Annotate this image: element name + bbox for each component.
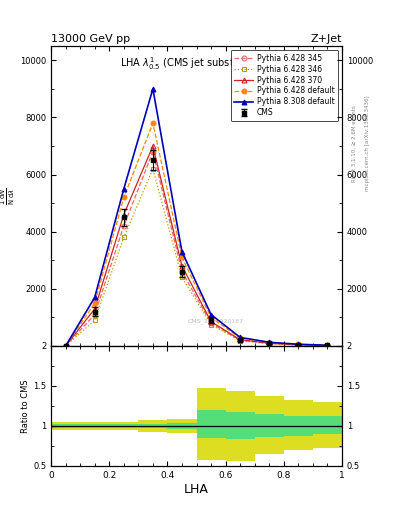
Pythia 6.428 345 (238, 337, 242, 344)
Pythia 6.428 346 (267, 340, 272, 347)
Pythia 6.428 370 (151, 143, 155, 149)
Pythia 6.428 370 (180, 263, 184, 269)
Pythia 6.428 370 (267, 340, 272, 346)
Pythia 6.428 370 (238, 336, 242, 343)
Pythia 8.308 default (92, 294, 97, 301)
Line: Pythia 6.428 345: Pythia 6.428 345 (63, 150, 330, 348)
Pythia 6.428 default (209, 314, 213, 321)
Pythia 6.428 346 (296, 342, 301, 348)
Text: 13000 GeV pp: 13000 GeV pp (51, 34, 130, 44)
Text: Rivet 3.1.10, ≥ 2.6M events: Rivet 3.1.10, ≥ 2.6M events (352, 105, 357, 182)
Pythia 8.308 default (325, 342, 330, 348)
Pythia 6.428 345 (325, 343, 330, 349)
Pythia 8.308 default (180, 249, 184, 255)
Pythia 6.428 345 (151, 148, 155, 155)
Pythia 6.428 default (63, 343, 68, 349)
Pythia 6.428 default (121, 195, 126, 201)
Pythia 6.428 default (151, 120, 155, 126)
Pythia 6.428 default (92, 300, 97, 306)
Pythia 6.428 346 (63, 343, 68, 349)
Pythia 6.428 370 (121, 211, 126, 218)
Pythia 6.428 370 (63, 343, 68, 349)
Pythia 6.428 370 (209, 318, 213, 325)
Pythia 6.428 370 (92, 306, 97, 312)
Pythia 6.428 345 (180, 269, 184, 275)
Line: Pythia 6.428 370: Pythia 6.428 370 (63, 143, 330, 348)
Pythia 8.308 default (121, 186, 126, 192)
Pythia 6.428 346 (151, 166, 155, 172)
Pythia 6.428 default (238, 335, 242, 341)
Pythia 6.428 default (267, 339, 272, 346)
Text: Z+Jet: Z+Jet (310, 34, 342, 44)
Pythia 6.428 default (325, 342, 330, 348)
Pythia 8.308 default (209, 311, 213, 317)
Pythia 6.428 345 (209, 320, 213, 326)
Pythia 6.428 default (180, 254, 184, 261)
Line: Pythia 6.428 default: Pythia 6.428 default (63, 121, 330, 348)
Line: Pythia 6.428 346: Pythia 6.428 346 (63, 166, 330, 348)
Text: LHA $\lambda^{1}_{0.5}$ (CMS jet substructure): LHA $\lambda^{1}_{0.5}$ (CMS jet substru… (120, 55, 273, 72)
Pythia 8.308 default (267, 339, 272, 345)
Pythia 6.428 346 (121, 234, 126, 241)
Pythia 8.308 default (63, 343, 68, 349)
Text: CMS_2021920187: CMS_2021920187 (188, 318, 244, 324)
Pythia 6.428 370 (296, 342, 301, 348)
Pythia 6.428 345 (121, 223, 126, 229)
Pythia 6.428 346 (180, 274, 184, 281)
Pythia 8.308 default (238, 334, 242, 340)
Pythia 6.428 346 (238, 338, 242, 344)
Pythia 6.428 345 (267, 340, 272, 347)
Pythia 6.428 345 (92, 311, 97, 317)
Pythia 6.428 346 (209, 322, 213, 328)
Pythia 6.428 345 (63, 343, 68, 349)
Text: mcplots.cern.ch [arXiv:1306.3436]: mcplots.cern.ch [arXiv:1306.3436] (365, 96, 371, 191)
Pythia 6.428 346 (325, 343, 330, 349)
Pythia 8.308 default (151, 86, 155, 92)
Pythia 8.308 default (296, 341, 301, 347)
Pythia 6.428 346 (92, 317, 97, 324)
Pythia 6.428 370 (325, 343, 330, 349)
Pythia 6.428 345 (296, 342, 301, 348)
Pythia 6.428 default (296, 342, 301, 348)
Y-axis label: Ratio to CMS: Ratio to CMS (21, 379, 30, 433)
Line: Pythia 8.308 default: Pythia 8.308 default (63, 87, 330, 348)
Legend: Pythia 6.428 345, Pythia 6.428 346, Pythia 6.428 370, Pythia 6.428 default, Pyth: Pythia 6.428 345, Pythia 6.428 346, Pyth… (231, 50, 338, 121)
Y-axis label: $\frac{1}{\mathrm{N}}\frac{\mathrm{d}N}{\mathrm{d}\lambda}$: $\frac{1}{\mathrm{N}}\frac{\mathrm{d}N}{… (0, 187, 17, 205)
X-axis label: LHA: LHA (184, 482, 209, 496)
